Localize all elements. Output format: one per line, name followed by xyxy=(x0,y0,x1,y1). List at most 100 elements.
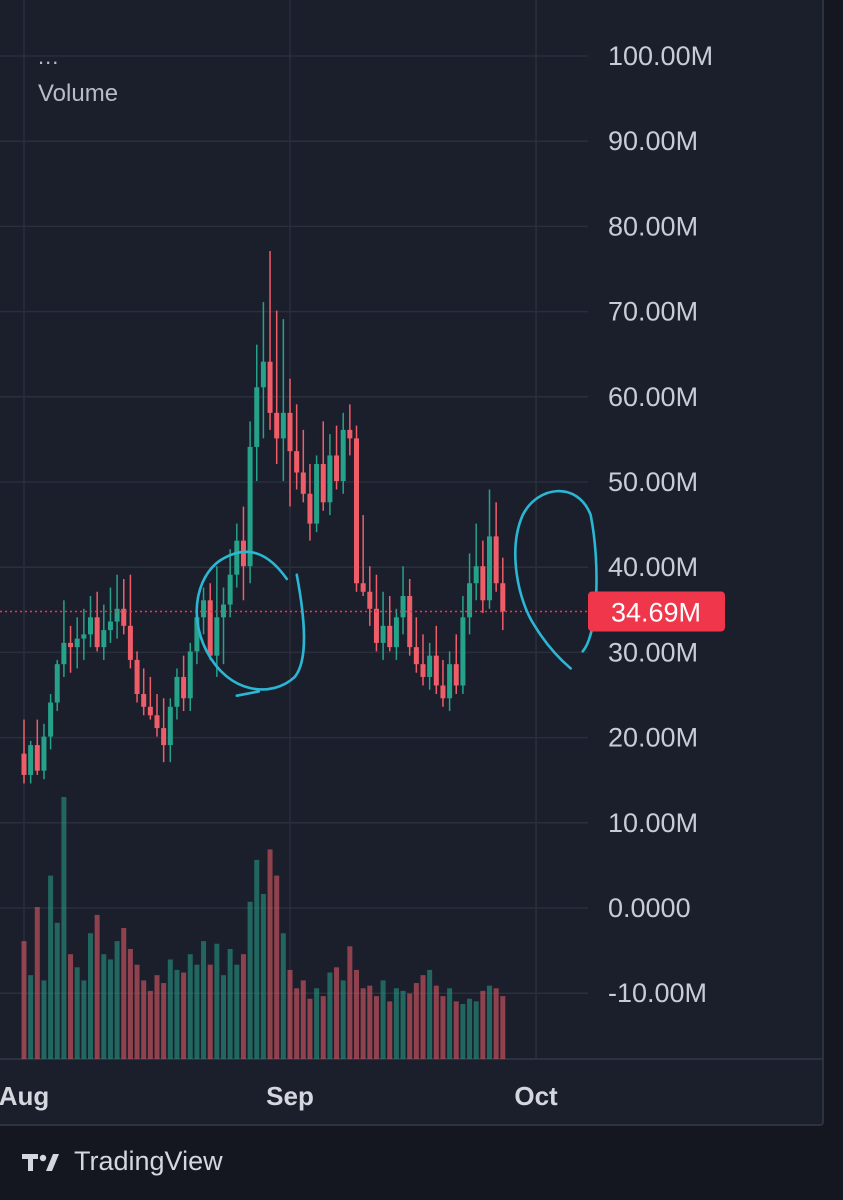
candle-body-3 xyxy=(41,736,47,771)
candle-body-66 xyxy=(460,617,466,686)
volume-bar-21 xyxy=(161,983,167,1059)
volume-bar-52 xyxy=(367,985,373,1059)
volume-bar-65 xyxy=(453,1001,459,1059)
candlesticks xyxy=(21,250,506,784)
volume-bar-35 xyxy=(254,859,260,1059)
chart-panel[interactable]: 100.00M 90.00M 80.00M 70.00M 60.00M 50.00M 40.… xyxy=(0,0,824,1126)
x-tick-label-1: Sep xyxy=(266,1081,314,1111)
y-tick-label-5: 50.00M xyxy=(608,467,698,497)
volume-bar-25 xyxy=(187,954,193,1059)
volume-bar-23 xyxy=(174,969,180,1059)
volume-bar-37 xyxy=(267,849,273,1059)
volume-bar-57 xyxy=(400,990,406,1059)
y-tick-label-3: 70.00M xyxy=(608,297,698,327)
volume-bar-41 xyxy=(294,988,300,1059)
volume-bar-5 xyxy=(54,922,60,1059)
y-tick-label-9: 10.00M xyxy=(608,808,698,838)
volume-bar-0 xyxy=(21,941,27,1059)
candle-body-67 xyxy=(467,583,473,618)
candle-body-57 xyxy=(400,596,406,618)
volume-bar-22 xyxy=(167,959,173,1059)
candle-body-62 xyxy=(433,655,439,686)
candle-body-27 xyxy=(201,600,207,618)
candle-body-15 xyxy=(121,608,127,626)
candle-body-14 xyxy=(114,608,120,622)
volume-bar-44 xyxy=(314,988,320,1059)
volume-bar-12 xyxy=(101,954,107,1059)
volume-bar-34 xyxy=(247,901,253,1059)
hand-drawn-annotations xyxy=(195,489,598,698)
candle-body-71 xyxy=(493,536,499,584)
candle-body-19 xyxy=(147,706,153,716)
candle-body-35 xyxy=(254,387,260,447)
volume-bar-72 xyxy=(500,996,506,1059)
candle-body-0 xyxy=(21,753,27,775)
volume-bar-27 xyxy=(201,941,207,1059)
volume-bar-39 xyxy=(280,933,286,1059)
volume-bar-58 xyxy=(407,993,413,1059)
volume-bar-28 xyxy=(207,964,213,1059)
candle-body-52 xyxy=(367,591,373,609)
candle-body-69 xyxy=(480,566,486,601)
y-tick-label-6: 40.00M xyxy=(608,552,698,582)
legend-more-icon[interactable]: ... xyxy=(38,44,60,69)
candle-body-32 xyxy=(234,540,240,575)
candle-body-28 xyxy=(207,600,213,656)
volume-bar-24 xyxy=(181,972,187,1059)
candle-body-13 xyxy=(107,621,113,631)
candle-body-21 xyxy=(161,728,167,746)
volume-bar-38 xyxy=(274,875,280,1059)
volume-bar-40 xyxy=(287,969,293,1059)
candle-body-18 xyxy=(141,694,147,707)
volume-bar-19 xyxy=(147,990,153,1059)
candle-body-40 xyxy=(287,412,293,452)
chart-canvas[interactable]: 100.00M 90.00M 80.00M 70.00M 60.00M 50.00M 40.… xyxy=(0,0,822,1124)
volume-bar-26 xyxy=(194,964,200,1059)
candle-body-4 xyxy=(48,702,54,737)
volume-bar-1 xyxy=(28,975,34,1059)
volume-bar-66 xyxy=(460,1003,466,1059)
volume-bar-61 xyxy=(427,969,433,1059)
y-tick-label-0: 100.00M xyxy=(608,41,713,71)
x-tick-label-0: Aug xyxy=(0,1081,49,1111)
volume-bar-3 xyxy=(41,980,47,1059)
legend-indicator-label[interactable]: Volume xyxy=(38,80,119,107)
volume-bars xyxy=(21,797,506,1059)
tradingview-logo-icon xyxy=(22,1153,59,1171)
candle-body-7 xyxy=(68,642,74,648)
candle-body-51 xyxy=(360,583,366,592)
volume-bar-64 xyxy=(447,988,453,1059)
candle-body-10 xyxy=(88,617,93,635)
tradingview-branding[interactable]: TradingView xyxy=(22,1146,223,1177)
volume-bar-42 xyxy=(300,980,306,1059)
y-tick-label-10: 0.0000 xyxy=(608,893,691,923)
candle-body-58 xyxy=(407,596,413,648)
candle-body-8 xyxy=(74,638,80,648)
volume-bar-56 xyxy=(393,988,399,1059)
candle-body-26 xyxy=(194,617,200,652)
brand-name: TradingView xyxy=(74,1146,223,1176)
candle-body-61 xyxy=(427,655,433,677)
volume-bar-49 xyxy=(347,946,353,1059)
y-axis: 100.00M 90.00M 80.00M 70.00M 60.00M 50.00M 40.… xyxy=(608,41,713,1008)
volume-bar-29 xyxy=(214,943,220,1059)
volume-bar-20 xyxy=(154,975,160,1059)
x-tick-label-2: Oct xyxy=(514,1081,558,1111)
grid xyxy=(0,0,822,1060)
candle-body-55 xyxy=(387,625,393,648)
volume-bar-30 xyxy=(221,975,226,1059)
candle-body-49 xyxy=(347,429,353,439)
volume-bar-71 xyxy=(493,988,499,1059)
candle-body-29 xyxy=(214,617,220,656)
volume-bar-69 xyxy=(480,990,486,1059)
candle-body-47 xyxy=(334,455,340,481)
volume-bar-50 xyxy=(354,969,359,1059)
candle-body-9 xyxy=(81,634,87,639)
annotation-circle-sep xyxy=(195,550,306,691)
candle-body-38 xyxy=(274,412,280,439)
candle-body-56 xyxy=(393,617,399,648)
volume-bar-32 xyxy=(234,964,240,1059)
y-tick-label-2: 80.00M xyxy=(608,211,698,241)
volume-bar-43 xyxy=(307,998,313,1059)
volume-bar-2 xyxy=(34,907,40,1059)
